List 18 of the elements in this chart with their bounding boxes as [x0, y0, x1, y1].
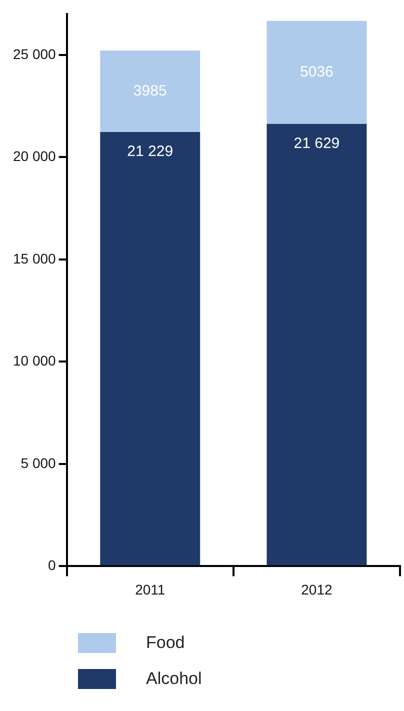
y-tick-label: 20 000 — [12, 148, 56, 164]
y-tick-label: 25 000 — [12, 46, 56, 62]
legend-label: Food — [146, 633, 185, 653]
data-label: 21 629 — [294, 134, 340, 152]
y-tick-label: 10 000 — [12, 352, 56, 369]
data-label: 3985 — [133, 82, 167, 100]
y-tick-label: 0 — [48, 557, 56, 574]
x-tick-label: 2012 — [301, 581, 332, 598]
bar — [266, 20, 367, 124]
bar — [266, 124, 367, 566]
data-label: 21 229 — [127, 143, 174, 160]
bar — [100, 132, 200, 566]
legend-label: Alcohol — [146, 669, 202, 689]
data-label: 5036 — [300, 63, 334, 80]
bar — [100, 50, 200, 132]
y-tick-label: 15 000 — [12, 250, 56, 266]
x-tick-label: 2011 — [135, 581, 166, 598]
y-tick-label: 5 000 — [20, 454, 56, 471]
